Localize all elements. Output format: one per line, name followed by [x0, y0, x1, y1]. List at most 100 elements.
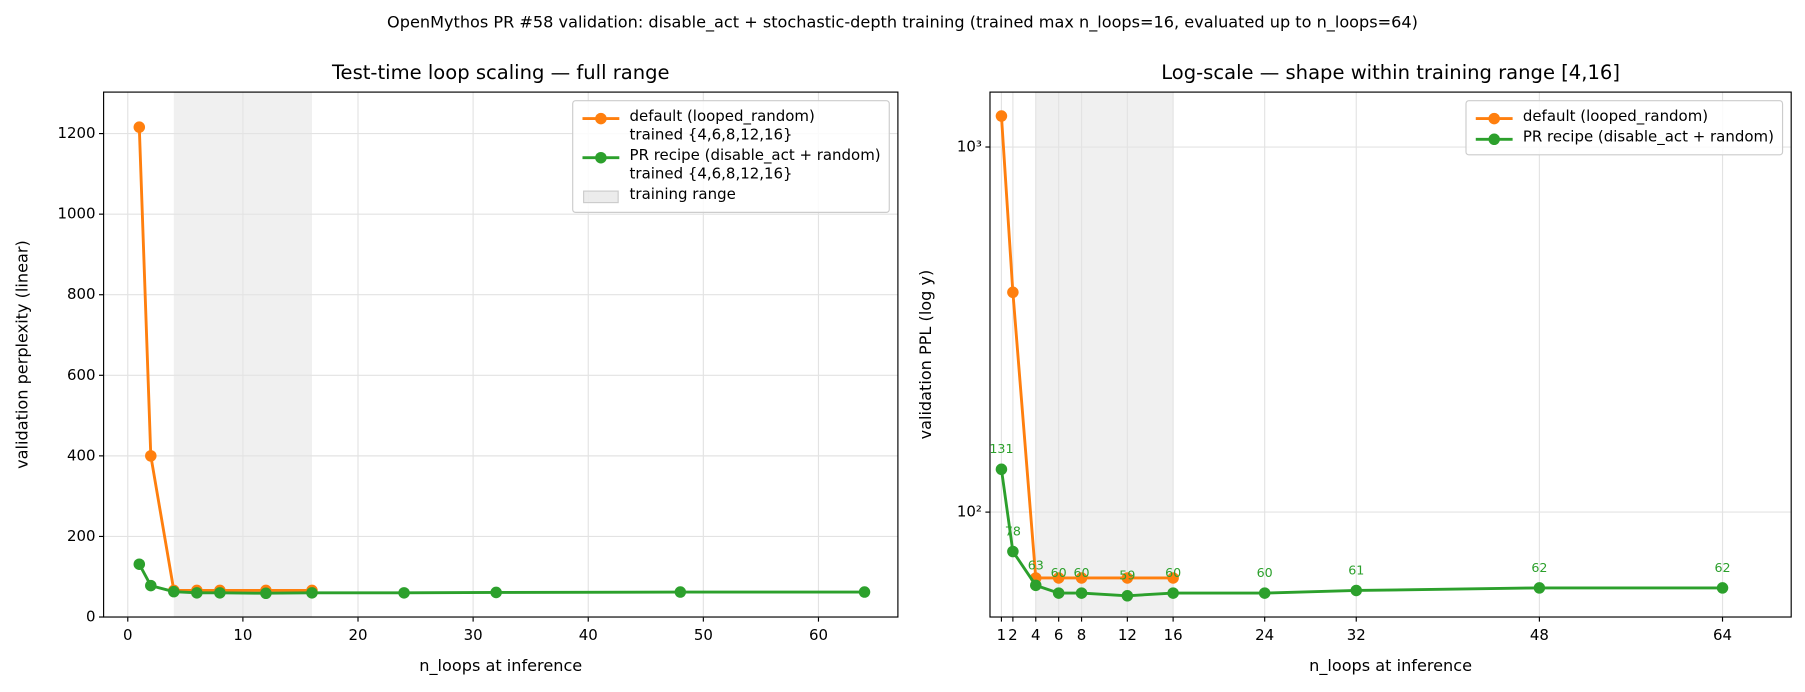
value-label: 60 — [1074, 565, 1090, 580]
x-tick-label: 64 — [1713, 626, 1732, 644]
legend-entry: default (looped_random) — [1474, 108, 1773, 126]
legend-label: default (looped_random) — [1522, 108, 1709, 126]
data-point — [995, 110, 1008, 122]
x-tick-label: 10 — [233, 626, 252, 644]
value-label: 63 — [1028, 557, 1044, 572]
x-tick-label: 24 — [1255, 626, 1274, 644]
data-point — [133, 121, 146, 133]
data-point — [133, 558, 146, 570]
legend: default (looped_random) PR recipe (disabl… — [1465, 100, 1784, 156]
data-point — [490, 586, 502, 599]
legend-entry: default (looped_random) trained {4,6,8,1… — [581, 108, 880, 145]
y-tick-label: 800 — [67, 285, 96, 303]
data-point — [191, 587, 203, 599]
x-tick-label: 16 — [1164, 626, 1183, 644]
value-label: 62 — [1531, 560, 1547, 575]
legend-swatch — [582, 112, 620, 125]
plot-frame — [989, 91, 1792, 618]
data-point — [1533, 582, 1546, 594]
x-tick-label: 50 — [694, 626, 713, 644]
x-tick-label: 60 — [809, 626, 828, 644]
x-axis-label: n_loops at inference — [1309, 656, 1472, 676]
panel-title: Log-scale — shape within training range … — [1161, 61, 1620, 84]
legend-entry: PR recipe (disable_act + random) trained… — [581, 147, 881, 184]
legend: default (looped_random) trained {4,6,8,1… — [571, 100, 890, 213]
value-label: 59 — [1119, 568, 1135, 583]
data-point — [260, 587, 272, 600]
data-point — [214, 587, 226, 599]
x-tick-label: 12 — [1118, 626, 1137, 644]
legend-marker — [595, 112, 607, 125]
y-tick-label: 0 — [86, 608, 96, 626]
value-label: 61 — [1348, 562, 1364, 577]
data-point — [398, 587, 410, 599]
y-tick-label: 10² — [957, 503, 982, 521]
legend-marker — [1488, 133, 1500, 146]
legend-swatch — [582, 151, 620, 164]
data-point — [1167, 587, 1179, 599]
data-point — [674, 586, 687, 598]
data-point — [145, 450, 157, 462]
legend-label: default (looped_random) trained {4,6,8,1… — [629, 108, 815, 144]
x-tick-label: 8 — [1077, 626, 1087, 644]
value-label: 60 — [1051, 565, 1067, 580]
legend-entry: PR recipe (disable_act + random) — [1474, 128, 1774, 147]
legend-swatch — [1475, 133, 1513, 146]
data-point — [306, 587, 318, 599]
data-point — [1075, 587, 1088, 599]
data-point — [1052, 572, 1065, 584]
x-axis-label: n_loops at inference — [419, 656, 582, 676]
x-tick-label: 2 — [1008, 626, 1018, 644]
legend-swatch — [1475, 112, 1513, 125]
data-point — [1075, 572, 1088, 584]
data-point — [1007, 545, 1019, 558]
figure-title: OpenMythos PR #58 validation: disable_ac… — [387, 13, 1418, 33]
value-label: 60 — [1257, 565, 1273, 580]
legend-marker — [595, 151, 607, 164]
x-tick-label: 32 — [1347, 626, 1366, 644]
value-label: 131 — [989, 441, 1013, 456]
legend-entry: training range — [581, 186, 880, 204]
data-point — [995, 463, 1008, 476]
legend-swatch — [582, 190, 619, 204]
data-point — [1007, 286, 1019, 299]
data-point — [145, 579, 157, 592]
legend-patch — [582, 190, 619, 204]
data-point — [1121, 590, 1134, 602]
y-axis-label: validation PPL (log y) — [916, 270, 935, 440]
y-tick-label: 1200 — [57, 124, 95, 142]
data-point — [1350, 584, 1363, 597]
y-tick-label: 10³ — [957, 138, 982, 156]
data-point — [1052, 587, 1065, 599]
x-tick-label: 30 — [464, 626, 483, 644]
y-tick-label: 1000 — [57, 205, 95, 223]
x-tick-label: 48 — [1530, 626, 1549, 644]
data-point — [1030, 579, 1042, 592]
y-tick-label: 400 — [67, 446, 96, 464]
y-tick-label: 200 — [67, 527, 96, 545]
x-tick-label: 6 — [1054, 626, 1064, 644]
data-point — [168, 585, 180, 598]
value-label: 78 — [1005, 523, 1021, 538]
x-tick-label: 1 — [997, 626, 1007, 644]
data-point — [1121, 572, 1134, 584]
data-point — [1167, 572, 1179, 584]
x-tick-label: 4 — [1031, 626, 1041, 644]
value-label: 60 — [1165, 565, 1181, 580]
x-tick-label: 40 — [579, 626, 598, 644]
legend-label: PR recipe (disable_act + random) trained… — [629, 147, 881, 184]
legend-label: PR recipe (disable_act + random) — [1522, 128, 1774, 147]
x-tick-label: 0 — [123, 626, 133, 644]
data-point — [1716, 582, 1729, 594]
x-tick-label: 20 — [348, 626, 367, 644]
training-range — [1035, 92, 1174, 618]
data-point — [858, 586, 871, 598]
legend-label: training range — [629, 186, 736, 204]
panel-title: Test-time loop scaling — full range — [331, 61, 670, 84]
y-axis-label: validation perplexity (linear) — [13, 240, 32, 469]
value-label: 62 — [1714, 560, 1730, 575]
legend-marker — [1488, 112, 1500, 125]
